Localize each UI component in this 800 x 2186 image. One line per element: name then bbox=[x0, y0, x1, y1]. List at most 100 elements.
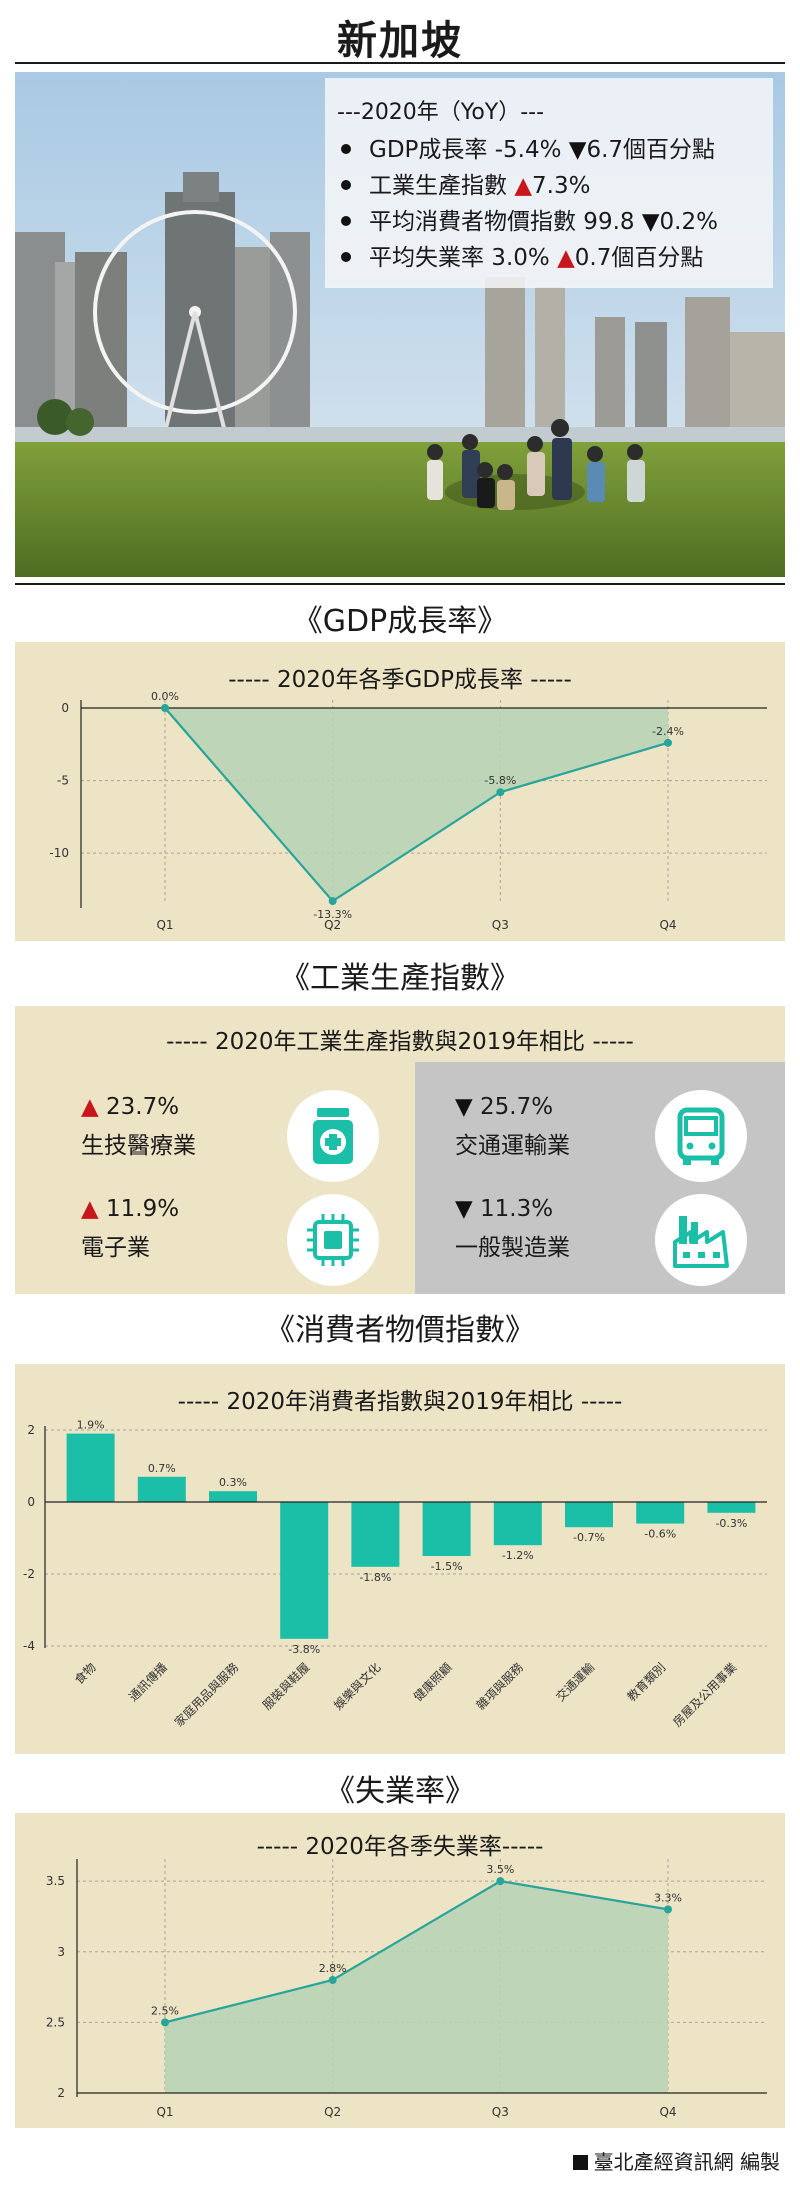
up-arrow-icon: ▲ bbox=[514, 173, 533, 199]
x-tick-label: 家庭用品與服務 bbox=[171, 1660, 241, 1730]
y-tick-label: 3.5 bbox=[46, 1874, 65, 1888]
y-tick-label: 2.5 bbox=[46, 2015, 65, 2029]
data-label: -1.5% bbox=[431, 1560, 463, 1573]
series-area bbox=[165, 708, 668, 902]
hero-rule bbox=[15, 583, 785, 585]
bar bbox=[493, 1502, 542, 1546]
gdp-chart: 0 -5 -10 Q1 Q2 Q3 Q4 0.0% -13.3% -5.8% -2.4% bbox=[49, 690, 767, 932]
x-tick-label: 教育類別 bbox=[624, 1660, 669, 1705]
cpi-panel: ----- 2020年消費者指數與2019年相比 ----- 2 0 -2 -4 1.9… bbox=[15, 1364, 785, 1754]
cpi-chart: 2 0 -2 -4 1.9% 食物 0.7% 通訊傳播 0.3% 家庭用品與服務 -3.8% 服裝與鞋… bbox=[23, 1419, 767, 1730]
square-icon bbox=[572, 2155, 588, 2170]
x-tick-label: 交通運輸 bbox=[553, 1660, 598, 1705]
industrial-item-manufacturing: ▼ 11.3% 一般製造業 bbox=[455, 1196, 795, 1286]
data-label: 2.8% bbox=[319, 1962, 347, 1975]
data-label: -3.8% bbox=[288, 1643, 320, 1656]
data-label: -1.8% bbox=[359, 1571, 391, 1584]
unemployment-chart-title: ----- 2020年各季失業率----- bbox=[256, 1834, 544, 1860]
factory-icon bbox=[655, 1194, 747, 1286]
data-point bbox=[161, 704, 169, 712]
up-arrow-icon: ▲ bbox=[81, 1196, 99, 1222]
yoy-change: 7.3% bbox=[532, 173, 591, 199]
yoy-list: GDP成長率 -5.4% ▼6.7個百分點 工業生產指數 ▲7.3% 平均消費者物價… bbox=[337, 132, 773, 276]
data-label: -13.3% bbox=[313, 908, 352, 921]
yoy-change: 6.7個百分點 bbox=[586, 137, 716, 163]
gdp-section-title: 《GDP成長率》 bbox=[292, 604, 508, 639]
data-point bbox=[496, 1877, 505, 1886]
x-tick-label: Q4 bbox=[659, 2105, 676, 2119]
bullet-icon bbox=[341, 216, 351, 226]
up-arrow-icon: ▲ bbox=[557, 245, 575, 271]
data-point bbox=[496, 788, 505, 797]
y-tick-label: 2 bbox=[57, 2086, 65, 2100]
data-point bbox=[328, 1976, 337, 1984]
down-arrow-icon: ▼ bbox=[455, 1094, 473, 1120]
bus-icon bbox=[655, 1090, 747, 1182]
yoy-heading: ---2020年（YoY）--- bbox=[337, 100, 545, 125]
yoy-text: 工業生產指數 bbox=[369, 173, 515, 199]
x-tick-label: 房屋及公用事業 bbox=[670, 1660, 740, 1730]
data-label: -0.6% bbox=[644, 1528, 676, 1541]
yoy-text: GDP成長率 -5.4% bbox=[369, 137, 569, 163]
cpi-chart-title: ----- 2020年消費者指數與2019年相比 ----- bbox=[177, 1389, 623, 1415]
x-tick-label: 娛樂與文化 bbox=[330, 1660, 383, 1713]
industrial-name: 一般製造業 bbox=[455, 1235, 570, 1261]
bar bbox=[280, 1502, 329, 1639]
data-point bbox=[664, 738, 672, 747]
unemployment-panel: ----- 2020年各季失業率----- 3.5 3 2.5 2 Q1 Q2 Q3 Q4 2.… bbox=[15, 1813, 785, 2128]
bullet-icon bbox=[341, 180, 351, 190]
industrial-item-electronics: ▲ 11.9% 電子業 bbox=[81, 1196, 421, 1286]
data-label: 0.0% bbox=[151, 690, 179, 703]
yoy-text: 平均失業率 3.0% bbox=[369, 245, 558, 271]
data-label: -0.7% bbox=[573, 1531, 605, 1544]
yoy-item: 工業生產指數 ▲7.3% bbox=[337, 168, 773, 204]
yoy-change: 0.2% bbox=[659, 209, 718, 235]
hero-photo: ---2020年（YoY）--- GDP成長率 -5.4% ▼6.7個百分點 工業… bbox=[15, 72, 785, 577]
series-line bbox=[164, 707, 669, 903]
data-label: -0.3% bbox=[715, 1517, 747, 1530]
industrial-name: 交通運輸業 bbox=[455, 1133, 570, 1159]
yoy-item: GDP成長率 -5.4% ▼6.7個百分點 bbox=[337, 132, 773, 168]
data-point bbox=[161, 2018, 169, 2027]
x-tick-label: 健康照顧 bbox=[410, 1660, 455, 1705]
y-tick-label: 0 bbox=[27, 1495, 35, 1509]
industrial-panel: ----- 2020年工業生產指數與2019年相比 ----- ▲ 23.7% … bbox=[15, 1006, 785, 1294]
data-label: 2.5% bbox=[151, 2004, 179, 2017]
up-arrow-icon: ▲ bbox=[81, 1094, 99, 1120]
bar bbox=[636, 1502, 685, 1524]
data-label: 0.3% bbox=[219, 1476, 247, 1489]
yoy-text: 平均消費者物價指數 99.8 bbox=[369, 209, 642, 235]
gdp-chart-title: ----- 2020年各季GDP成長率 ----- bbox=[228, 667, 572, 693]
x-tick-label: 食物 bbox=[71, 1660, 99, 1688]
bar bbox=[66, 1433, 115, 1502]
x-tick-label: 雜項與服務 bbox=[473, 1660, 526, 1713]
industrial-item-transport: ▼ 25.7% 交通運輸業 bbox=[455, 1094, 795, 1184]
data-label: -2.4% bbox=[652, 725, 684, 738]
cpi-section-title: 《消費者物價指數》 bbox=[265, 1313, 535, 1348]
bar bbox=[137, 1476, 186, 1502]
x-tick-label: 通訊傳播 bbox=[125, 1660, 170, 1705]
industrial-item-biotech: ▲ 23.7% 生技醫療業 bbox=[81, 1094, 421, 1184]
series-area bbox=[165, 1881, 668, 2093]
chip-icon bbox=[287, 1194, 379, 1286]
industrial-pct: ▲ 11.9% bbox=[81, 1196, 180, 1222]
y-tick-label: -10 bbox=[49, 846, 69, 860]
yoy-change: 0.7個百分點 bbox=[574, 245, 704, 271]
down-arrow-icon: ▼ bbox=[455, 1196, 473, 1222]
down-arrow-icon: ▼ bbox=[641, 209, 660, 235]
data-label: 0.7% bbox=[148, 1462, 176, 1475]
x-tick-label: Q2 bbox=[324, 2105, 341, 2119]
x-tick-label: Q1 bbox=[156, 2105, 173, 2119]
bar bbox=[351, 1502, 400, 1567]
page-title: 新加坡 bbox=[337, 18, 463, 64]
yoy-item: 平均失業率 3.0% ▲0.7個百分點 bbox=[337, 240, 773, 276]
bullet-icon bbox=[341, 252, 351, 262]
industrial-pct: ▼ 11.3% bbox=[455, 1196, 554, 1222]
bar bbox=[209, 1491, 257, 1502]
data-point bbox=[664, 1905, 672, 1914]
medicine-bottle-icon bbox=[287, 1090, 379, 1182]
y-tick-label: -4 bbox=[23, 1639, 35, 1653]
unemployment-chart: 3.5 3 2.5 2 Q1 Q2 Q3 Q4 2.5% 2.8% 3.5% 3.3% bbox=[46, 1859, 767, 2119]
yoy-summary-box: ---2020年（YoY）--- GDP成長率 -5.4% ▼6.7個百分點 工業… bbox=[325, 78, 773, 288]
y-tick-label: 3 bbox=[57, 1945, 65, 1959]
